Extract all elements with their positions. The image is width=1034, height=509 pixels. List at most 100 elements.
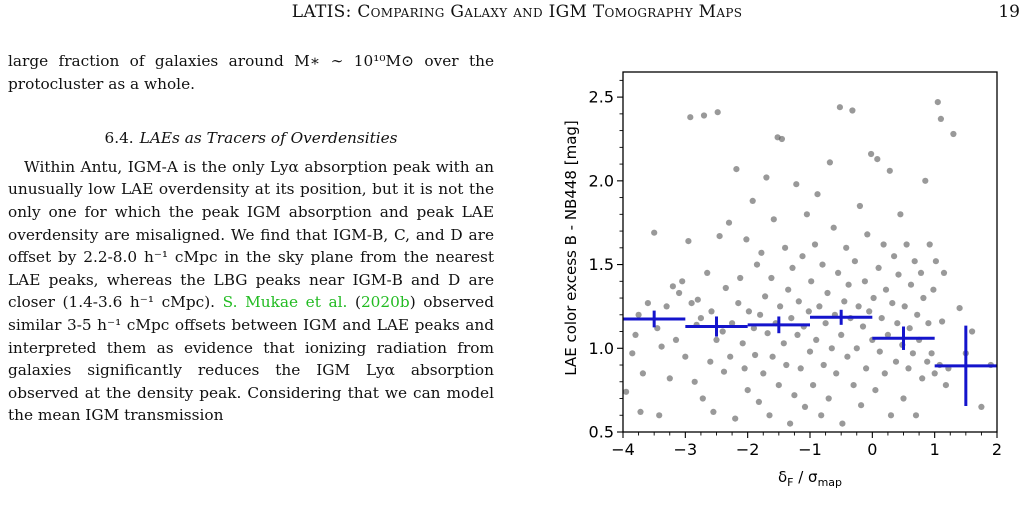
section-heading: 6.4. LAEs as Tracers of Overdensities (8, 127, 494, 150)
scatter-chart: −4 −3 −2 −1 0 1 2 0.5 1.0 1.5 2.0 2.5 δF / σmap LAE… (562, 71, 1002, 489)
data-point (825, 395, 832, 402)
x-tick-label: 1 (930, 440, 940, 459)
data-point (895, 271, 902, 278)
data-point (716, 233, 723, 240)
citation-author-link[interactable]: S. Mukae et al. (222, 293, 348, 312)
data-point (903, 241, 910, 248)
data-point (735, 300, 742, 307)
data-point (697, 315, 704, 322)
data-point (644, 300, 651, 307)
data-point (928, 350, 935, 357)
data-point (909, 350, 916, 357)
data-point (763, 174, 770, 181)
data-point (663, 303, 670, 310)
x-tick-label: −2 (736, 440, 760, 459)
data-point (932, 258, 939, 265)
x-tick-label: −4 (611, 440, 635, 459)
data-point (950, 130, 957, 138)
data-point (874, 156, 881, 163)
text-column: large fraction of galaxies around M∗ ∼ 1… (8, 50, 494, 427)
section-number: 6.4. (104, 129, 134, 148)
data-point (838, 331, 845, 338)
data-point (741, 365, 748, 372)
axis-ticks: −4 −3 −2 −1 0 1 2 0.5 1.0 1.5 2.0 2.5 (589, 79, 1002, 459)
data-point (881, 370, 888, 377)
data-point (725, 219, 733, 226)
data-point (778, 135, 785, 143)
data-point (845, 281, 852, 288)
data-point (637, 408, 644, 415)
data-point (687, 114, 694, 121)
data-point (803, 211, 810, 218)
data-point (849, 107, 856, 114)
data-point (919, 375, 926, 382)
data-point (760, 370, 767, 377)
data-point (713, 336, 720, 343)
data-point (886, 167, 893, 174)
data-point (900, 395, 907, 402)
paragraph-text-part1: Within Antu, IGM-A is the only Lyα absor… (8, 157, 494, 312)
running-title: LATIS: Comparing Galaxy and IGM Tomograp… (291, 2, 743, 22)
data-point (939, 318, 946, 325)
data-point (739, 340, 746, 347)
data-point (732, 415, 739, 422)
x-axis-label-part: δ (778, 468, 787, 486)
data-point (710, 408, 717, 415)
data-point (669, 283, 676, 290)
data-point (793, 181, 800, 188)
data-point (930, 286, 937, 293)
data-point (769, 353, 776, 360)
data-point (926, 241, 933, 248)
data-point (894, 320, 901, 327)
data-point (906, 325, 913, 332)
data-point (639, 370, 646, 377)
y-axis-label: LAE color excess B - NB448 [mag] (562, 120, 580, 376)
data-point (859, 323, 867, 330)
data-point (682, 353, 689, 360)
data-point (714, 109, 721, 116)
x-axis-label: δF / σmap (778, 468, 842, 489)
data-point (889, 300, 896, 307)
data-point (658, 343, 665, 350)
data-point (755, 398, 762, 405)
section-title: LAEs as Tracers of Overdensities (139, 129, 398, 148)
data-point (727, 353, 734, 360)
data-point (822, 320, 829, 327)
figure: −4 −3 −2 −1 0 1 2 0.5 1.0 1.5 2.0 2.5 δF / σmap LAE… (556, 64, 1024, 494)
y-tick-label: 2.5 (589, 88, 614, 107)
data-point (917, 269, 925, 276)
data-point (744, 387, 751, 394)
data-point (708, 308, 715, 315)
data-point (934, 99, 941, 106)
x-tick-label: −3 (674, 440, 698, 459)
data-point (897, 211, 904, 218)
data-point (887, 412, 895, 419)
data-point (905, 365, 912, 372)
data-point (818, 412, 825, 419)
data-point (924, 358, 931, 365)
data-point (688, 300, 695, 307)
data-point (787, 420, 794, 427)
data-point (679, 278, 686, 285)
data-point (733, 166, 740, 173)
data-point (937, 115, 944, 122)
data-point (623, 388, 630, 395)
data-point (805, 308, 812, 315)
data-point (629, 350, 636, 357)
data-point (797, 365, 804, 372)
data-point (707, 358, 714, 365)
data-point (819, 261, 826, 268)
citation-year-link[interactable]: 2020b (360, 293, 410, 312)
data-point (672, 336, 680, 343)
data-point (783, 361, 790, 369)
data-point (850, 382, 857, 389)
data-point (835, 269, 842, 276)
data-point (878, 315, 885, 322)
data-point (978, 403, 985, 410)
x-tick-label: −1 (798, 440, 822, 459)
data-point (770, 216, 777, 223)
data-point (863, 365, 870, 372)
data-point (801, 403, 809, 410)
y-tick-label: 1.5 (589, 255, 614, 274)
data-point (719, 328, 726, 335)
